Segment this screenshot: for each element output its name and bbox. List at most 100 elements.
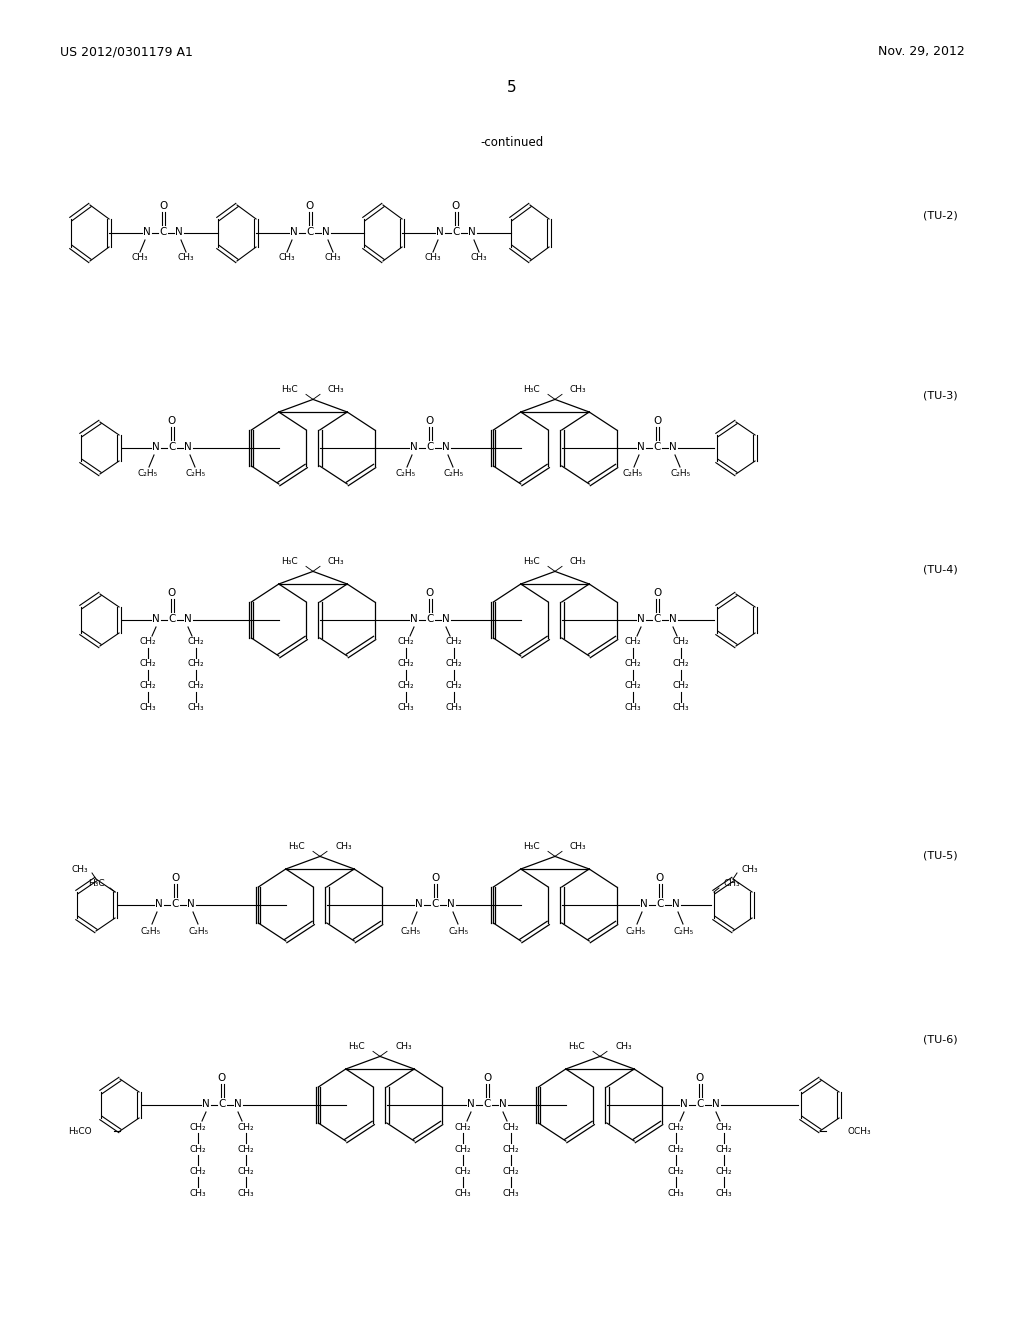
- Text: C₂H₅: C₂H₅: [623, 470, 643, 479]
- Text: (TU-6): (TU-6): [923, 1035, 957, 1045]
- Text: US 2012/0301179 A1: US 2012/0301179 A1: [60, 45, 193, 58]
- Text: H₃C: H₃C: [523, 385, 540, 393]
- Text: CH₂: CH₂: [397, 638, 415, 647]
- Text: CH₃: CH₃: [668, 1188, 684, 1197]
- Text: C: C: [483, 1100, 490, 1109]
- Text: CH₂: CH₂: [503, 1144, 519, 1154]
- Text: CH₃: CH₃: [625, 704, 641, 713]
- Text: CH₂: CH₂: [668, 1167, 684, 1176]
- Text: N: N: [234, 1100, 242, 1109]
- Text: CH₂: CH₂: [445, 638, 462, 647]
- Text: (TU-5): (TU-5): [923, 850, 957, 861]
- Text: H₃C: H₃C: [523, 557, 540, 566]
- Text: CH₂: CH₂: [187, 681, 205, 690]
- Text: N: N: [290, 227, 298, 238]
- Text: O: O: [483, 1073, 492, 1082]
- Text: CH₂: CH₂: [187, 660, 205, 668]
- Text: CH₂: CH₂: [445, 681, 462, 690]
- Text: N: N: [447, 899, 455, 909]
- Text: CH₃: CH₃: [673, 704, 689, 713]
- Text: CH₂: CH₂: [189, 1122, 206, 1131]
- Text: CH₃: CH₃: [503, 1188, 519, 1197]
- Text: CH₃: CH₃: [716, 1188, 732, 1197]
- Text: CH₃: CH₃: [615, 1041, 632, 1051]
- Text: CH₂: CH₂: [238, 1122, 254, 1131]
- Text: (TU-3): (TU-3): [923, 389, 957, 400]
- Text: H₃C: H₃C: [88, 879, 105, 888]
- Text: O: O: [656, 873, 665, 883]
- Text: C₂H₅: C₂H₅: [188, 927, 209, 936]
- Text: CH₃: CH₃: [741, 865, 758, 874]
- Text: H₃C: H₃C: [568, 1041, 585, 1051]
- Text: N: N: [415, 899, 423, 909]
- Text: O: O: [168, 587, 176, 598]
- Text: CH₂: CH₂: [187, 638, 205, 647]
- Text: CH₃: CH₃: [178, 253, 195, 263]
- Text: CH₂: CH₂: [668, 1144, 684, 1154]
- Text: CH₂: CH₂: [189, 1144, 206, 1154]
- Text: C: C: [168, 614, 176, 624]
- Text: C: C: [306, 227, 313, 238]
- Text: C₂H₅: C₂H₅: [443, 470, 464, 479]
- Text: CH₂: CH₂: [673, 638, 689, 647]
- Text: CH₃: CH₃: [445, 704, 462, 713]
- Text: N: N: [442, 442, 450, 451]
- Text: N: N: [155, 899, 163, 909]
- Text: CH₃: CH₃: [570, 385, 587, 393]
- Text: H₃CO: H₃CO: [69, 1126, 92, 1135]
- Text: CH₂: CH₂: [668, 1122, 684, 1131]
- Text: O: O: [171, 873, 179, 883]
- Text: CH₂: CH₂: [139, 681, 157, 690]
- Text: CH₂: CH₂: [238, 1144, 254, 1154]
- Text: O: O: [159, 201, 167, 211]
- Text: O: O: [653, 587, 662, 598]
- Text: N: N: [184, 614, 191, 624]
- Text: H₃C: H₃C: [523, 842, 540, 851]
- Text: CH₂: CH₂: [716, 1122, 732, 1131]
- Text: N: N: [468, 227, 476, 238]
- Text: N: N: [184, 442, 191, 451]
- Text: (TU-2): (TU-2): [923, 210, 957, 220]
- Text: C: C: [171, 899, 178, 909]
- Text: CH₂: CH₂: [455, 1122, 471, 1131]
- Text: N: N: [467, 1100, 475, 1109]
- Text: N: N: [442, 614, 450, 624]
- Text: H₃C: H₃C: [289, 842, 305, 851]
- Text: CH₃: CH₃: [328, 385, 345, 393]
- Text: OCH₃: OCH₃: [848, 1126, 871, 1135]
- Text: C: C: [453, 227, 460, 238]
- Text: N: N: [411, 614, 418, 624]
- Text: CH₂: CH₂: [455, 1144, 471, 1154]
- Text: CH₃: CH₃: [132, 253, 148, 263]
- Text: H₃C: H₃C: [348, 1041, 365, 1051]
- Text: O: O: [306, 201, 314, 211]
- Text: CH₃: CH₃: [238, 1188, 254, 1197]
- Text: O: O: [653, 416, 662, 426]
- Text: Nov. 29, 2012: Nov. 29, 2012: [879, 45, 965, 58]
- Text: N: N: [143, 227, 151, 238]
- Text: O: O: [452, 201, 460, 211]
- Text: N: N: [637, 614, 645, 624]
- Text: N: N: [669, 614, 677, 624]
- Text: O: O: [218, 1073, 226, 1082]
- Text: O: O: [431, 873, 439, 883]
- Text: CH₃: CH₃: [397, 704, 415, 713]
- Text: CH₂: CH₂: [397, 660, 415, 668]
- Text: N: N: [153, 614, 160, 624]
- Text: CH₂: CH₂: [189, 1167, 206, 1176]
- Text: CH₃: CH₃: [139, 704, 157, 713]
- Text: CH₂: CH₂: [445, 660, 462, 668]
- Text: CH₃: CH₃: [187, 704, 205, 713]
- Text: C: C: [168, 442, 176, 451]
- Text: C: C: [160, 227, 167, 238]
- Text: CH₃: CH₃: [325, 253, 341, 263]
- Text: N: N: [669, 442, 677, 451]
- Text: H₃C: H₃C: [282, 385, 298, 393]
- Text: C₂H₅: C₂H₅: [400, 927, 421, 936]
- Text: C₂H₅: C₂H₅: [671, 470, 691, 479]
- Text: CH₂: CH₂: [625, 660, 641, 668]
- Text: C: C: [426, 442, 434, 451]
- Text: CH₂: CH₂: [139, 638, 157, 647]
- Text: O: O: [426, 587, 434, 598]
- Text: N: N: [712, 1100, 720, 1109]
